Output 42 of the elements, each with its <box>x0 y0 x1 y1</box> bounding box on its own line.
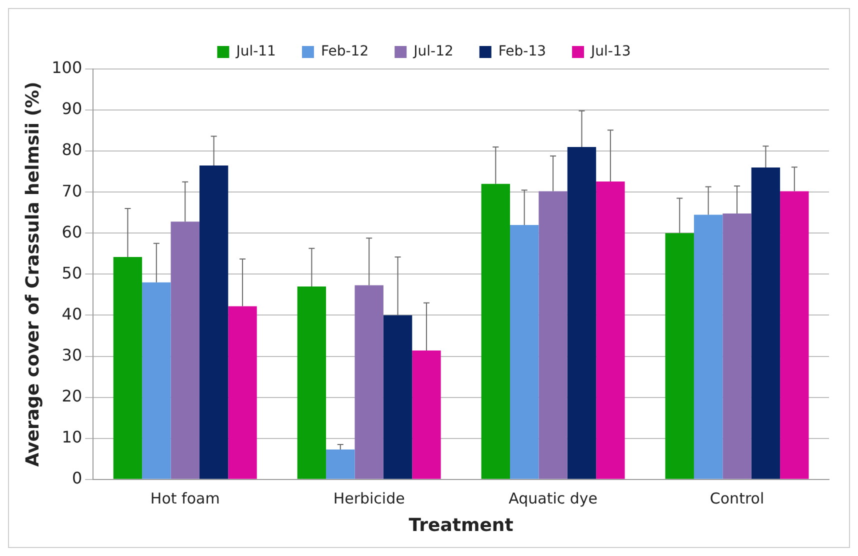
x-axis-title: Treatment <box>408 514 514 536</box>
bar <box>567 146 596 479</box>
legend-label: Jul-13 <box>590 44 631 60</box>
y-tick-label: 90 <box>62 99 82 118</box>
bar <box>751 167 780 479</box>
bar <box>326 449 355 479</box>
x-tick-label: Hot foam <box>150 489 220 508</box>
y-axis-title: Average cover of Crassula helmsii (%) <box>22 82 44 467</box>
bar <box>665 233 694 479</box>
y-tick-label: 30 <box>62 345 82 364</box>
bar <box>481 184 510 479</box>
y-tick-label: 70 <box>62 181 82 200</box>
y-tick-label: 0 <box>72 468 82 488</box>
x-tick-label: Aquatic dye <box>508 489 598 508</box>
bar <box>170 222 200 479</box>
bar <box>142 282 171 479</box>
y-tick-label: 80 <box>62 140 82 160</box>
legend-label: Feb-13 <box>498 44 546 60</box>
bar <box>297 286 326 479</box>
bar <box>113 256 142 479</box>
bar <box>780 191 809 479</box>
legend-label: Jul-11 <box>235 44 276 60</box>
bar <box>596 181 625 479</box>
legend-label: Jul-12 <box>412 44 454 60</box>
bar <box>694 214 723 479</box>
x-tick-label: Control <box>710 489 764 508</box>
legend-label: Feb-12 <box>320 44 369 60</box>
bar <box>354 285 384 479</box>
bar <box>510 224 539 479</box>
bar <box>722 213 752 479</box>
y-tick-label: 20 <box>62 386 82 406</box>
x-tick-label: Herbicide <box>333 489 405 508</box>
y-tick-label: 50 <box>62 263 82 282</box>
y-tick-label: 100 <box>52 58 82 78</box>
y-tick-label: 60 <box>62 222 82 242</box>
bar <box>412 350 441 479</box>
bar <box>383 315 412 479</box>
bar <box>538 191 568 479</box>
y-tick-label: 40 <box>62 304 82 324</box>
bar <box>199 165 228 479</box>
bar <box>228 306 257 479</box>
y-tick-label: 10 <box>62 428 82 447</box>
